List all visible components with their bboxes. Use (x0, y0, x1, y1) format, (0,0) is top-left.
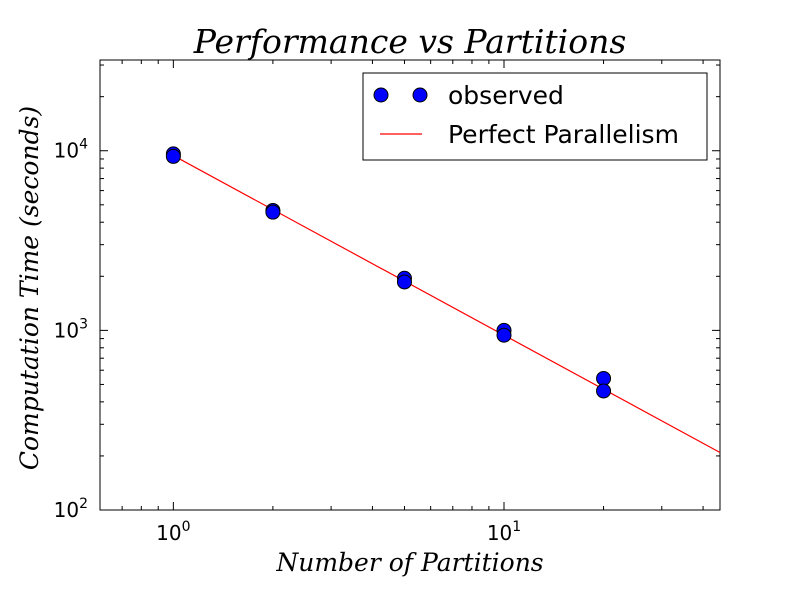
observed-point (265, 204, 281, 220)
chart-title: Performance vs Partitions (193, 22, 627, 61)
x-axis-ticks: 100 101 (99, 60, 704, 545)
legend-observed-marker-1 (373, 87, 389, 103)
legend-box (362, 72, 708, 161)
legend-line-label: Perfect Parallelism (448, 120, 679, 149)
y-tick-label: 102 (54, 496, 88, 522)
y-axis-ticks: 102 103 104 (54, 64, 720, 522)
legend-observed-label: observed (448, 81, 564, 110)
x-tick-label: 101 (487, 519, 521, 545)
legend: observed Perfect Parallelism (362, 72, 708, 161)
line-layer (173, 155, 721, 454)
series-line-perfect-parallelism (173, 155, 721, 454)
observed-point (165, 148, 181, 164)
y-axis-label: Computation Time (seconds) (15, 106, 44, 470)
observed-point (396, 274, 412, 290)
point-layer (165, 146, 612, 399)
observed-point (596, 370, 612, 386)
y-tick-label: 104 (54, 137, 88, 163)
x-tick-label: 100 (156, 519, 190, 545)
observed-point (596, 383, 612, 399)
y-tick-label: 103 (54, 316, 88, 342)
observed-point (496, 327, 512, 343)
x-axis-label: Number of Partitions (275, 548, 543, 577)
legend-observed-marker-2 (412, 87, 428, 103)
